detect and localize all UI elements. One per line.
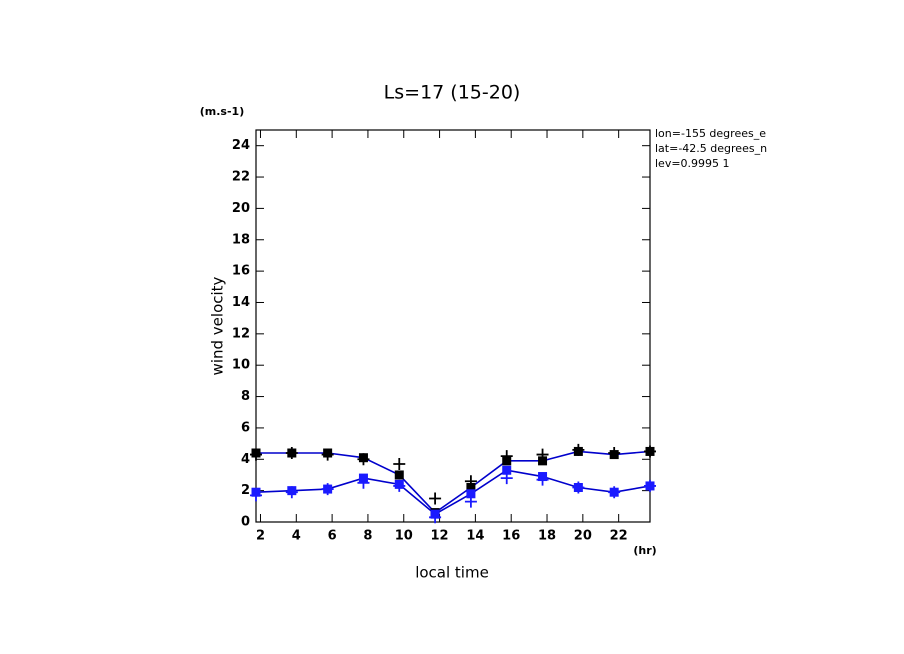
x-tick-label: 4 [292, 529, 301, 544]
x-unit: (hr) [633, 544, 656, 557]
plus-marker [572, 481, 585, 494]
x-tick-label: 2 [256, 529, 265, 544]
square-marker [502, 465, 512, 475]
square-marker [394, 470, 404, 480]
y-tick-label: 2 [241, 483, 250, 498]
series-line [256, 450, 651, 514]
plus-marker [464, 475, 477, 488]
plus-marker [285, 447, 298, 460]
annotation: lon=-155 degrees_e [655, 127, 766, 140]
plus-marker [321, 483, 334, 496]
plus-marker [608, 447, 621, 460]
plus-marker [464, 495, 477, 508]
x-tick-label: 20 [574, 529, 592, 544]
y-tick-label: 12 [232, 326, 250, 341]
y-tick-label: 14 [232, 295, 250, 310]
plus-marker [572, 443, 585, 456]
plus-marker [644, 479, 656, 492]
plus-marker [393, 479, 406, 492]
plus-marker [536, 448, 549, 461]
x-tick-label: 14 [466, 529, 484, 544]
y-tick-label: 16 [232, 264, 250, 279]
square-marker [538, 456, 548, 466]
y-tick-label: 24 [232, 138, 250, 153]
plus-marker [357, 476, 370, 489]
x-tick-label: 10 [395, 529, 413, 544]
x-tick-label: 22 [610, 529, 628, 544]
plot-frame [255, 129, 651, 523]
plus-marker [285, 486, 298, 499]
y-tick-label: 20 [232, 201, 250, 216]
plus-marker [608, 486, 621, 499]
y-tick-label: 18 [232, 232, 250, 247]
annotation: lat=-42.5 degrees_n [655, 142, 767, 155]
plus-marker [500, 472, 513, 485]
plus-marker [321, 448, 334, 461]
series-line [255, 469, 651, 516]
annotations: lon=-155 degrees_e lat=-42.5 degrees_n l… [655, 127, 767, 170]
plus-marker [393, 457, 406, 470]
x-tick-label: 18 [538, 529, 556, 544]
y-tick-label: 6 [241, 420, 250, 435]
plus-marker [250, 489, 262, 502]
x-tick-label: 6 [328, 529, 337, 544]
plus-marker [500, 450, 513, 463]
x-tick-label: 12 [431, 529, 449, 544]
plus-marker [429, 492, 442, 505]
y-tick-label: 10 [232, 358, 250, 373]
x-tick-label: 16 [502, 529, 520, 544]
y-unit: (m.s-1) [200, 105, 244, 118]
plus-marker [536, 473, 549, 486]
x-axis-label: local time [415, 564, 489, 582]
plus-marker [429, 511, 442, 524]
y-axis-label: wind velocity [209, 276, 227, 375]
plus-marker [644, 445, 656, 458]
annotation: lev=0.9995 1 [655, 157, 730, 170]
square-marker [466, 483, 476, 493]
x-tick-label: 8 [363, 529, 372, 544]
y-tick-label: 0 [241, 515, 250, 530]
chart-title: Ls=17 (15-20) [384, 82, 521, 104]
y-tick-label: 22 [232, 170, 250, 185]
plus-marker [357, 453, 370, 466]
square-marker [466, 489, 476, 499]
y-tick-label: 4 [241, 452, 250, 467]
plus-marker [250, 448, 262, 461]
y-tick-label: 8 [241, 389, 250, 404]
